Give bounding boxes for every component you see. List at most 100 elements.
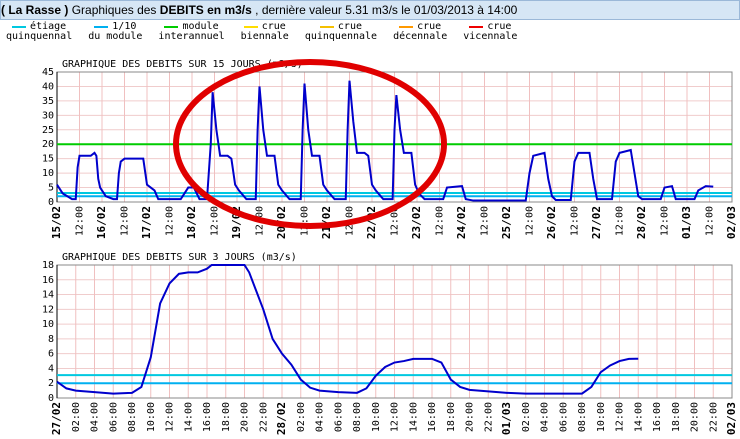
y-tick-label: 20 <box>42 139 54 150</box>
x-tick-label: 18:00 <box>671 402 682 432</box>
legend-row: crue <box>319 21 362 32</box>
x-tick-label: 12:00 <box>75 206 86 236</box>
y-tick-label: 0 <box>48 393 54 404</box>
x-tick-label: 12:00 <box>390 402 401 432</box>
x-tick-label: 02:00 <box>521 402 532 432</box>
chart-title: GRAPHIQUE DES DEBITS SUR 3 JOURS (m3/s) <box>62 252 297 263</box>
x-tick-label: 12:00 <box>615 402 626 432</box>
legend-swatch <box>94 26 109 28</box>
y-tick-label: 15 <box>42 154 54 165</box>
legend-label: crue <box>337 21 362 32</box>
x-tick-label: 27/02 <box>50 402 63 435</box>
y-tick-label: 5 <box>48 183 54 194</box>
x-tick-label: 10:00 <box>596 402 607 432</box>
x-tick-label: 28/02 <box>275 402 288 435</box>
x-tick-label: 16/02 <box>95 206 108 239</box>
x-tick-label: 12:00 <box>165 206 176 236</box>
x-tick-label: 22/02 <box>365 206 378 239</box>
legend: étiage quinquennal 1/10 du module module inte… <box>6 22 517 42</box>
x-tick-label: 10:00 <box>371 402 382 432</box>
y-tick-label: 16 <box>42 275 54 286</box>
x-tick-label: 25/02 <box>500 206 513 239</box>
y-tick-label: 12 <box>42 304 54 315</box>
header-bold: DEBITS en m3/s <box>159 3 252 17</box>
legend-label: du module <box>88 31 143 42</box>
x-tick-label: 12:00 <box>525 206 536 236</box>
x-tick-label: 20:00 <box>240 402 251 432</box>
x-tick-label: 04:00 <box>90 402 101 432</box>
x-tick-label: 12:00 <box>390 206 401 236</box>
highlight-ellipse <box>173 59 447 229</box>
x-tick-label: 12:00 <box>120 206 131 236</box>
legend-item: crue décennale <box>393 22 447 42</box>
legend-label: interannuel <box>158 31 225 42</box>
legend-label: vicennale <box>463 31 518 42</box>
y-tick-label: 25 <box>42 125 54 136</box>
y-tick-label: 14 <box>42 290 54 301</box>
x-tick-label: 14:00 <box>183 402 194 432</box>
legend-item: crue quinquennale <box>305 22 377 42</box>
legend-label: quinquennal <box>6 31 73 42</box>
y-tick-label: 8 <box>48 334 54 345</box>
x-tick-label: 02:00 <box>296 402 307 432</box>
x-tick-label: 12:00 <box>615 206 626 236</box>
x-tick-label: 12:00 <box>435 206 446 236</box>
x-tick-label: 01/03 <box>680 206 693 239</box>
x-tick-label: 04:00 <box>540 402 551 432</box>
x-tick-label: 04:00 <box>315 402 326 432</box>
header: ( La Rasse ) Graphiques des DEBITS en m3… <box>0 0 740 20</box>
legend-label: crue <box>487 21 512 32</box>
legend-item: crue vicennale <box>463 22 517 42</box>
legend-item: crue biennale <box>241 22 289 42</box>
x-tick-label: 16:00 <box>202 402 213 432</box>
y-tick-label: 2 <box>48 378 54 389</box>
x-tick-label: 08:00 <box>352 402 363 432</box>
x-tick-label: 20:00 <box>690 402 701 432</box>
x-tick-label: 12:00 <box>660 206 671 236</box>
x-tick-label: 18:00 <box>221 402 232 432</box>
x-tick-label: 20:00 <box>465 402 476 432</box>
y-tick-label: 10 <box>42 319 54 330</box>
x-tick-label: 18/02 <box>185 206 198 239</box>
legend-row: crue <box>399 22 441 32</box>
legend-label: crue <box>261 21 286 32</box>
legend-row: 1/10 <box>94 22 136 32</box>
x-tick-label: 28/02 <box>635 206 648 239</box>
x-tick-label: 12:00 <box>480 206 491 236</box>
x-tick-label: 02/03 <box>725 206 738 239</box>
x-tick-label: 22:00 <box>483 402 494 432</box>
x-tick-label: 14:00 <box>408 402 419 432</box>
x-tick-label: 18:00 <box>446 402 457 432</box>
header-text: Graphiques des <box>71 3 157 17</box>
x-tick-label: 06:00 <box>333 402 344 432</box>
x-tick-label: 10:00 <box>146 402 157 432</box>
x-tick-label: 08:00 <box>577 402 588 432</box>
x-tick-label: 06:00 <box>558 402 569 432</box>
legend-row: étiage <box>12 22 66 32</box>
x-tick-label: 16:00 <box>427 402 438 432</box>
legend-swatch <box>243 26 258 28</box>
x-tick-label: 27/02 <box>590 206 603 239</box>
legend-label: décennale <box>393 31 448 42</box>
site-name: ( La Rasse ) <box>1 3 69 17</box>
x-tick-label: 23/02 <box>410 206 423 239</box>
y-tick-label: 30 <box>42 110 54 121</box>
legend-swatch <box>319 26 334 28</box>
legend-label: biennale <box>240 31 289 42</box>
data-line <box>56 80 714 202</box>
x-tick-label: 06:00 <box>108 402 119 432</box>
y-tick-label: 4 <box>48 363 54 374</box>
x-tick-label: 12:00 <box>570 206 581 236</box>
legend-swatch <box>12 26 27 28</box>
x-tick-label: 14:00 <box>633 402 644 432</box>
chart-title: GRAPHIQUE DES DEBITS SUR 15 JOURS (m3/s) <box>62 59 303 70</box>
y-tick-label: 0 <box>48 197 54 208</box>
x-tick-label: 02:00 <box>71 402 82 432</box>
y-tick-label: 6 <box>48 349 54 360</box>
legend-row: crue <box>469 22 511 32</box>
legend-row: module <box>164 22 219 32</box>
legend-swatch <box>399 26 414 28</box>
x-tick-label: 17/02 <box>140 206 153 239</box>
